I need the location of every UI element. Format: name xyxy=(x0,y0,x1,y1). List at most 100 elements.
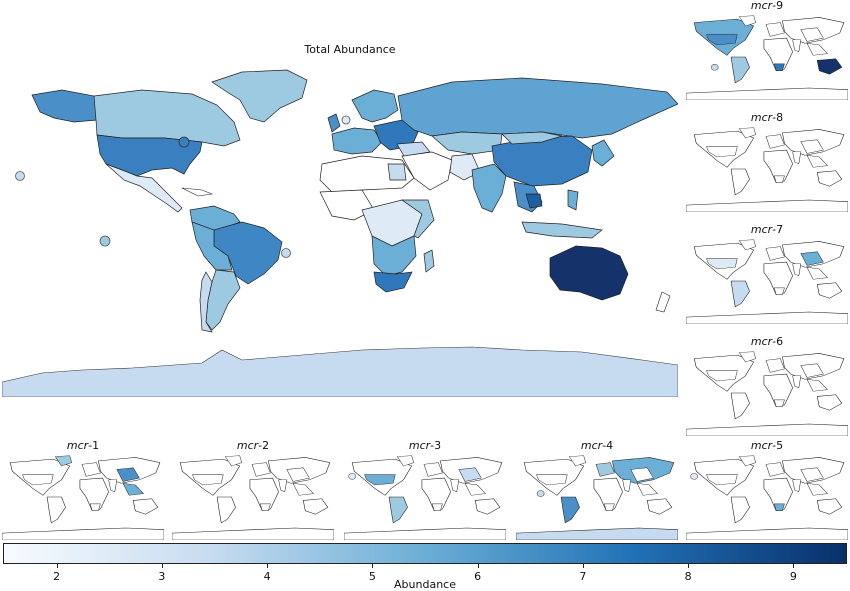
mini-south-africa xyxy=(773,287,785,295)
mini-se-asia xyxy=(806,154,828,168)
mini-se-asia xyxy=(122,482,144,496)
mini-greenland xyxy=(224,455,243,467)
mini-antarctica xyxy=(686,199,848,212)
mini-usa xyxy=(192,474,224,486)
colorbar-tick xyxy=(688,564,690,568)
main-world-map xyxy=(2,60,678,397)
mini-antarctica xyxy=(344,527,506,540)
mini-greenland xyxy=(738,455,757,467)
region-south-africa xyxy=(373,271,413,293)
mini-australia xyxy=(132,498,159,515)
region-western-europe xyxy=(331,127,383,155)
mini-greenland xyxy=(738,351,757,363)
mini-greenland xyxy=(738,15,757,27)
panel-map-mcr-7 xyxy=(686,239,848,324)
mini-antarctica xyxy=(686,311,848,324)
mini-india xyxy=(792,263,802,277)
mini-europe xyxy=(251,462,271,477)
colorbar-tick xyxy=(582,564,584,568)
region-kazakhstan xyxy=(431,131,503,155)
colorbar-tick xyxy=(267,564,269,568)
mini-greenland xyxy=(54,455,73,467)
panel-mcr-5: mcr-5 xyxy=(686,440,848,540)
panel-map-mcr-8 xyxy=(686,127,848,212)
mini-india xyxy=(792,39,802,53)
panel-title-gene: mcr xyxy=(750,111,773,124)
panel-title-gene: mcr xyxy=(750,0,773,12)
region-greenland xyxy=(211,69,308,123)
mini-south-africa xyxy=(259,503,271,511)
panel-title-suffix: -3 xyxy=(430,439,442,452)
panel-title-suffix: -6 xyxy=(772,335,784,348)
mini-south-africa xyxy=(773,503,785,511)
mini-pacific-marker xyxy=(348,473,357,480)
mini-pacific-marker xyxy=(536,490,545,497)
panel-title-suffix: -4 xyxy=(602,439,614,452)
panel-title-suffix: -7 xyxy=(772,223,784,236)
region-egypt xyxy=(387,163,407,181)
mini-south-africa xyxy=(773,63,785,71)
main-map-title: Total Abundance xyxy=(304,43,396,56)
panel-title-mcr-7: mcr-7 xyxy=(686,224,848,236)
panel-mcr-6: mcr-6 xyxy=(686,336,848,436)
region-cambodia xyxy=(525,193,543,209)
mini-india xyxy=(450,479,460,493)
mini-australia xyxy=(816,282,843,299)
colorbar-tick-label: 5 xyxy=(368,570,376,583)
mini-india xyxy=(622,479,632,493)
region-caribbean xyxy=(181,187,214,197)
mini-se-asia xyxy=(806,266,828,280)
panel-title-mcr-2: mcr-2 xyxy=(172,440,334,452)
panel-mcr-7: mcr-7 xyxy=(686,224,848,324)
mini-india xyxy=(108,479,118,493)
region-china xyxy=(491,135,593,187)
mini-antarctica xyxy=(172,527,334,540)
panel-title-mcr-6: mcr-6 xyxy=(686,336,848,348)
mini-south-africa xyxy=(89,503,101,511)
mini-australia xyxy=(302,498,329,515)
colorbar-tick-label: 9 xyxy=(789,570,797,583)
mini-india xyxy=(792,151,802,165)
panel-title-gene: mcr xyxy=(750,223,773,236)
mini-south-america xyxy=(216,496,236,524)
mini-europe xyxy=(765,134,785,149)
panel-title-suffix: -8 xyxy=(772,111,784,124)
mini-usa xyxy=(706,146,738,158)
mini-greenland xyxy=(738,127,757,139)
panel-title-suffix: -9 xyxy=(772,0,784,12)
panel-title-suffix: -2 xyxy=(258,439,270,452)
panel-title-gene: mcr xyxy=(750,439,773,452)
region-peru-bolivia xyxy=(191,221,233,271)
mini-china xyxy=(800,251,824,266)
region-mexico xyxy=(105,163,183,213)
panel-map-mcr-9 xyxy=(686,15,848,100)
mini-south-america xyxy=(730,168,750,196)
region-india xyxy=(471,163,507,213)
panel-title-mcr-8: mcr-8 xyxy=(686,112,848,124)
region-alaska xyxy=(31,89,98,123)
mini-usa xyxy=(706,34,738,46)
region-east-africa xyxy=(400,199,435,239)
panel-map-mcr-1 xyxy=(2,455,164,540)
region-indonesia xyxy=(521,221,603,239)
marker-atlantic-south xyxy=(281,248,291,258)
mini-usa xyxy=(706,258,738,270)
region-new-zealand xyxy=(655,291,671,313)
region-japan-korea xyxy=(591,139,615,167)
colorbar-tick-label: 3 xyxy=(158,570,166,583)
panel-mcr-3: mcr-3 xyxy=(344,440,506,540)
mini-south-america xyxy=(46,496,66,524)
mini-china xyxy=(458,467,482,482)
panel-mcr-1: mcr-1 xyxy=(2,440,164,540)
mini-china xyxy=(630,467,654,482)
mini-australia xyxy=(474,498,501,515)
panel-title-mcr-3: mcr-3 xyxy=(344,440,506,452)
mini-usa xyxy=(364,474,396,486)
mini-europe xyxy=(423,462,443,477)
mini-india xyxy=(792,375,802,389)
mini-se-asia xyxy=(806,378,828,392)
mini-south-africa xyxy=(773,399,785,407)
mini-usa xyxy=(22,474,54,486)
panel-mcr-4: mcr-4 xyxy=(516,440,678,540)
panel-map-mcr-4 xyxy=(516,455,678,540)
